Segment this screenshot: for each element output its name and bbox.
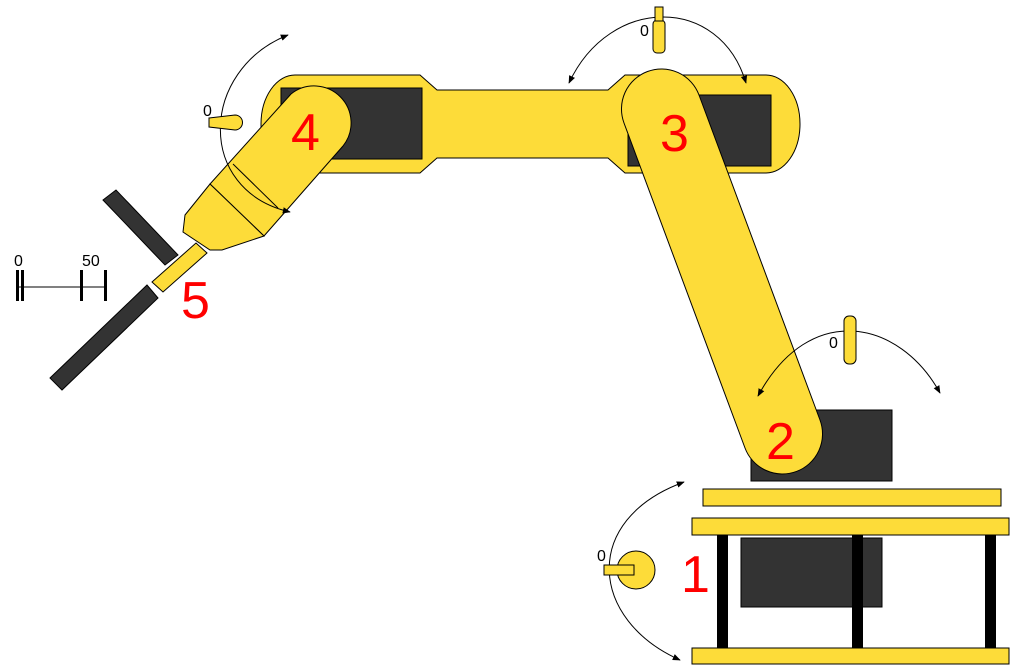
gripper-scale-max-label: 50	[82, 253, 100, 270]
dial-joint-1-pointer[interactable]	[603, 564, 635, 576]
dial-joint-3-pointer[interactable]	[652, 19, 666, 54]
wrist-value: 0	[203, 103, 212, 120]
base-stand	[691, 488, 1010, 665]
gripper-scale-max-bar-1	[80, 270, 83, 301]
dial-joint-3-cap[interactable]	[654, 6, 664, 22]
gripper-finger-upper	[102, 189, 179, 266]
elbow-value: 0	[640, 23, 649, 40]
joint-5-label: 5	[181, 272, 210, 330]
base-top-plate	[691, 517, 1010, 536]
base-leg-right	[985, 535, 996, 650]
joint-3-label: 3	[660, 105, 689, 163]
dial-joint-4-pointer[interactable]	[208, 114, 243, 131]
gripper-shaft	[151, 242, 208, 293]
wrist-collar	[182, 183, 265, 251]
gripper-scale-min-label: 0	[14, 253, 23, 270]
gripper-scale: 0 50	[14, 253, 107, 301]
gripper-scale-min-bar-2	[21, 270, 24, 301]
base-leg-left	[717, 535, 728, 650]
turntable-plate	[702, 488, 1002, 507]
gripper-scale-min-bar-1	[16, 270, 19, 301]
base-rotation-value: 0	[597, 548, 606, 565]
joint-4-label: 4	[291, 104, 320, 162]
gripper	[49, 189, 208, 391]
base-bottom-plate	[691, 647, 1010, 665]
gripper-finger-lower	[49, 284, 159, 391]
dial-joint-1[interactable]	[603, 550, 656, 590]
shoulder-value: 0	[829, 335, 838, 352]
dial-joint-3[interactable]	[652, 6, 666, 54]
joint-1-label: 1	[681, 546, 710, 604]
base-leg-middle	[852, 535, 863, 650]
forearm-wrist-step	[232, 163, 279, 209]
dial-joint-2-pointer[interactable]	[843, 315, 857, 365]
gripper-scale-max-bar-2	[104, 270, 107, 301]
joint-2-label: 2	[766, 413, 795, 471]
